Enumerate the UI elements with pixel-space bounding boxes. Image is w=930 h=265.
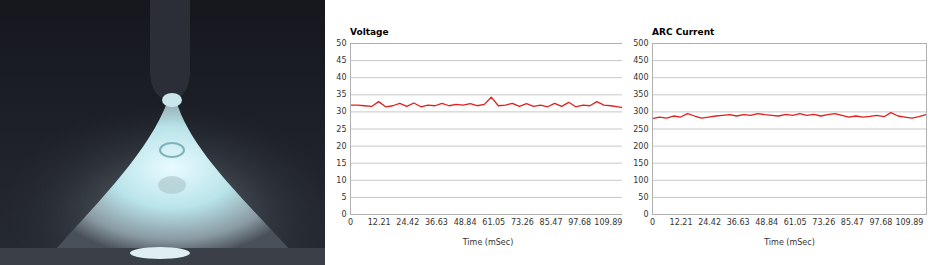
svg-text:0: 0 bbox=[348, 218, 353, 227]
svg-text:350: 350 bbox=[633, 90, 648, 99]
svg-text:40: 40 bbox=[336, 73, 346, 82]
svg-text:45: 45 bbox=[336, 56, 346, 65]
svg-text:24.42: 24.42 bbox=[396, 218, 419, 227]
svg-text:35: 35 bbox=[336, 90, 346, 99]
svg-text:0: 0 bbox=[341, 210, 346, 219]
svg-text:12.21: 12.21 bbox=[368, 218, 391, 227]
svg-text:10: 10 bbox=[336, 176, 346, 185]
svg-text:85.47: 85.47 bbox=[540, 218, 563, 227]
svg-text:15: 15 bbox=[336, 159, 346, 168]
svg-text:36.63: 36.63 bbox=[727, 218, 750, 227]
svg-text:0: 0 bbox=[650, 218, 655, 227]
svg-text:50: 50 bbox=[638, 193, 648, 202]
svg-text:48.84: 48.84 bbox=[454, 218, 477, 227]
svg-text:61.05: 61.05 bbox=[482, 218, 505, 227]
svg-text:73.26: 73.26 bbox=[812, 218, 835, 227]
svg-text:36.63: 36.63 bbox=[425, 218, 448, 227]
svg-text:5: 5 bbox=[341, 193, 346, 202]
svg-text:97.68: 97.68 bbox=[568, 218, 591, 227]
svg-text:61.05: 61.05 bbox=[784, 218, 807, 227]
svg-text:Time (mSec): Time (mSec) bbox=[462, 238, 514, 247]
svg-text:109.89: 109.89 bbox=[895, 218, 923, 227]
svg-text:Time (mSec): Time (mSec) bbox=[763, 238, 815, 247]
svg-text:250: 250 bbox=[633, 125, 648, 134]
svg-text:25: 25 bbox=[336, 125, 346, 134]
svg-text:0: 0 bbox=[643, 210, 648, 219]
svg-text:109.89: 109.89 bbox=[594, 218, 622, 227]
svg-text:100: 100 bbox=[633, 176, 648, 185]
html-text:Voltage: Voltage bbox=[350, 27, 389, 37]
html-text:ARC Current: ARC Current bbox=[652, 27, 715, 37]
svg-text:97.68: 97.68 bbox=[869, 218, 892, 227]
svg-text:48.84: 48.84 bbox=[755, 218, 778, 227]
svg-text:85.47: 85.47 bbox=[841, 218, 864, 227]
svg-text:12.21: 12.21 bbox=[670, 218, 693, 227]
svg-text:50: 50 bbox=[336, 39, 346, 48]
svg-text:73.26: 73.26 bbox=[511, 218, 534, 227]
svg-text:500: 500 bbox=[633, 39, 648, 48]
svg-text:200: 200 bbox=[633, 142, 648, 151]
svg-text:300: 300 bbox=[633, 107, 648, 116]
svg-text:20: 20 bbox=[336, 142, 346, 151]
svg-text:30: 30 bbox=[336, 107, 346, 116]
svg-text:400: 400 bbox=[633, 73, 648, 82]
svg-text:450: 450 bbox=[633, 56, 648, 65]
svg-text:150: 150 bbox=[633, 159, 648, 168]
svg-text:24.42: 24.42 bbox=[698, 218, 721, 227]
